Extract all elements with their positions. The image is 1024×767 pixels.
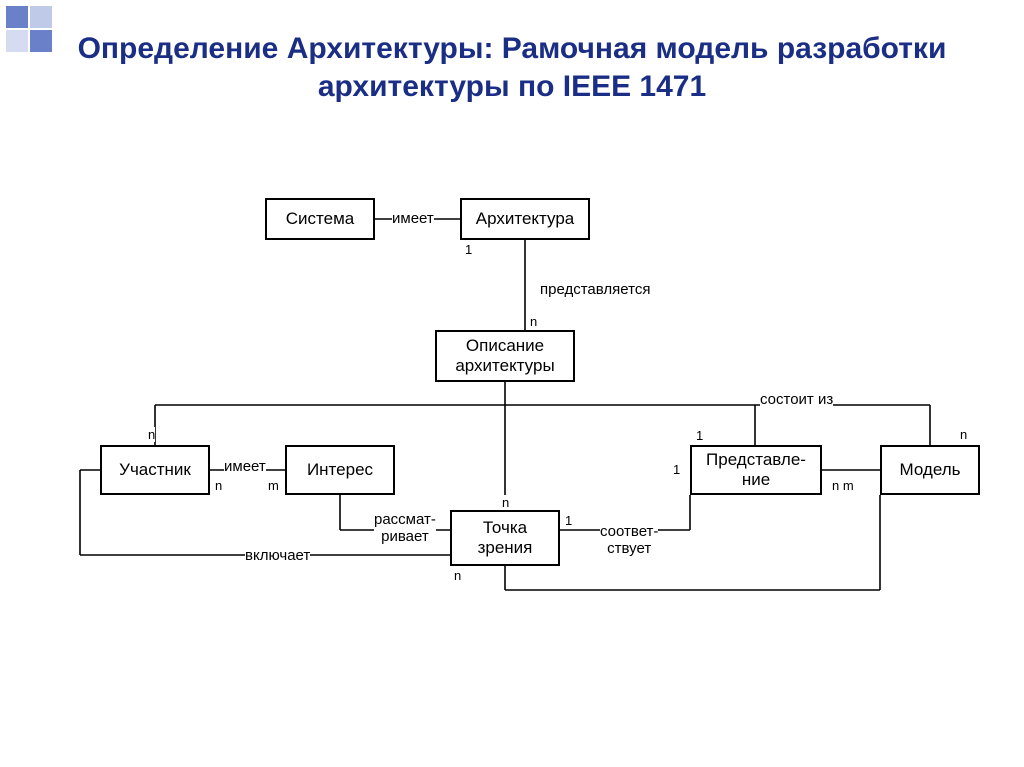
edge-label-sys-arch: имеет — [392, 211, 434, 228]
mult-vp-n-left: n — [454, 568, 461, 583]
deco-square — [30, 6, 52, 28]
edge-label-vp-view: соответ- ствует — [600, 524, 658, 557]
mult-part-int-n: n — [215, 478, 222, 493]
node-interest: Интерес — [285, 445, 395, 495]
deco-square — [6, 6, 28, 28]
edge-label-arch-desc: представляется — [540, 282, 650, 299]
edge-label-int-vp: рассмат- ривает — [374, 512, 436, 545]
mult-view-1-left: 1 — [673, 462, 680, 477]
mult-vp-n-top: n — [502, 495, 509, 510]
diagram-edges — [0, 0, 1024, 767]
page-title: Определение Архитектуры: Рамочная модель… — [0, 30, 1024, 105]
mult-view-1-top: 1 — [696, 428, 703, 443]
mult-vp-1-right: 1 — [565, 513, 572, 528]
mult-view-nm: n m — [832, 478, 854, 493]
mult-part-n: n — [148, 427, 155, 442]
node-system: Система — [265, 198, 375, 240]
node-model: Модель — [880, 445, 980, 495]
node-architecture: Архитектура — [460, 198, 590, 240]
node-viewpoint: Точка зрения — [450, 510, 560, 566]
mult-arch-1: 1 — [465, 242, 472, 257]
edge-label-part-int: имеет — [224, 459, 266, 476]
mult-desc-n: n — [530, 314, 537, 329]
node-view: Представле- ние — [690, 445, 822, 495]
mult-model-n: n — [960, 427, 967, 442]
edge-label-desc-view: состоит из — [760, 392, 833, 409]
node-arch-desc: Описание архитектуры — [435, 330, 575, 382]
mult-part-int-m: m — [268, 478, 279, 493]
node-participant: Участник — [100, 445, 210, 495]
edge-label-part-vp: включает — [245, 548, 310, 565]
